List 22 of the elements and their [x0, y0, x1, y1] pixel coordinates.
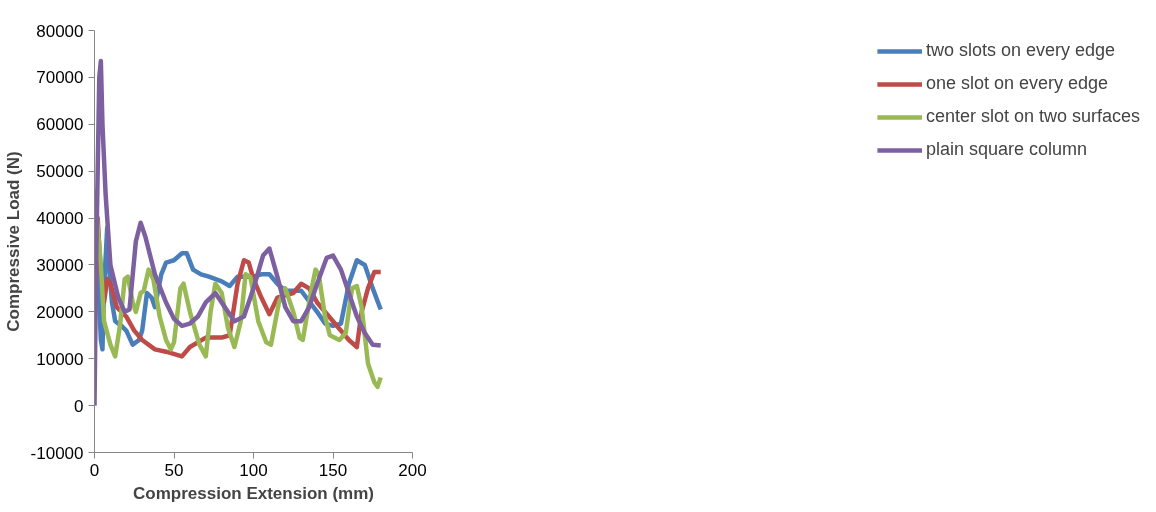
- x-tick-label: 200: [398, 460, 427, 480]
- y-tick-label: 20000: [36, 302, 84, 322]
- line-series: [94, 58, 383, 408]
- y-tick-label: 0: [74, 396, 84, 416]
- y-axis-title: Compressive Load (N): [3, 151, 23, 332]
- y-tick-label: 10000: [36, 349, 84, 369]
- x-tick-label: 150: [318, 460, 348, 480]
- y-tick-label: -10000: [30, 443, 84, 463]
- y-tick-label: 30000: [36, 255, 84, 275]
- x-tick-label: 100: [239, 460, 268, 480]
- x-axis-title: Compression Extension (mm): [133, 483, 374, 503]
- y-tick-label: 60000: [36, 115, 84, 135]
- y-tick-label: 40000: [36, 209, 84, 229]
- legend-label: center slot on two surfaces: [925, 106, 1140, 127]
- legend-label: two slots on every edge: [925, 40, 1115, 61]
- x-tick-label: 0: [89, 460, 100, 480]
- y-tick-label: 80000: [36, 21, 84, 41]
- legend-label: plain square column: [925, 139, 1087, 160]
- y-tick-label: 50000: [36, 162, 84, 182]
- legend-label: one slot on every edge: [925, 73, 1109, 94]
- y-tick-label: 70000: [36, 68, 84, 88]
- x-tick-label: 50: [164, 460, 184, 480]
